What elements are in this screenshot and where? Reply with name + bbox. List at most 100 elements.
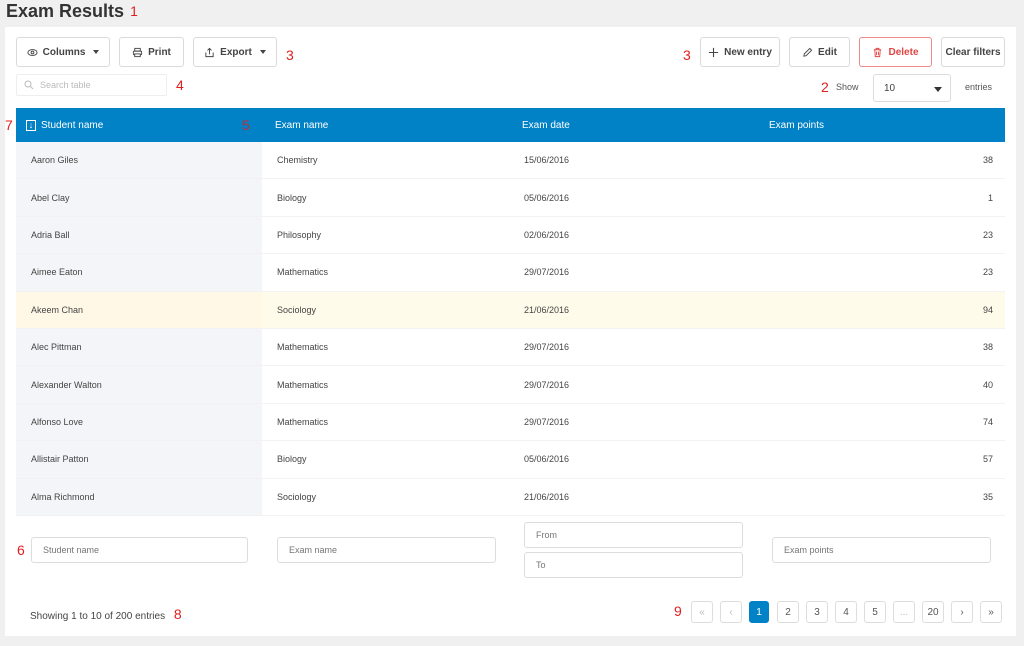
print-button[interactable]: Print (119, 37, 184, 67)
table-row[interactable]: Adria Ball Philosophy 02/06/2016 23 (16, 216, 1005, 255)
cell-exam-date: 29/07/2016 (524, 342, 570, 353)
column-header-label: Exam points (769, 119, 825, 131)
student-name-filter[interactable] (31, 537, 248, 563)
exam-results-card: Columns Print Export 3 3 New entry Edit … (5, 27, 1016, 636)
cell-student-name: Abel Clay (16, 179, 262, 216)
edit-button[interactable]: Edit (789, 37, 850, 67)
page-size-select[interactable]: 10 (873, 74, 951, 102)
page-button-1[interactable]: 1 (749, 601, 769, 623)
sort-down-icon[interactable]: ↓ (26, 119, 36, 131)
table-row[interactable]: Aaron Giles Chemistry 15/06/2016 38 (16, 142, 1005, 180)
last-page-button[interactable]: » (980, 601, 1002, 623)
table-row[interactable]: Alfonso Love Mathematics 29/07/2016 74 (16, 403, 1005, 442)
column-header-exam-points[interactable]: Exam points (769, 108, 824, 142)
annotation-marker: 4 (176, 77, 184, 93)
page-button-3[interactable]: 3 (806, 601, 828, 623)
entries-label: entries (965, 82, 993, 92)
pagination-ellipsis: ... (893, 601, 915, 623)
clear-filters-label: Clear filters (945, 46, 1001, 58)
cell-exam-points: 23 (982, 267, 993, 278)
next-page-button[interactable]: › (951, 601, 973, 623)
show-label: Show (836, 82, 859, 92)
new-entry-button[interactable]: New entry (700, 37, 780, 67)
table-row[interactable]: Alexander Walton Mathematics 29/07/2016 … (16, 366, 1005, 404)
cell-exam-name: Biology (277, 192, 307, 203)
column-header-label: Exam name (275, 119, 329, 131)
search-field[interactable] (16, 74, 167, 96)
table-body: Aaron Giles Chemistry 15/06/2016 38 Abel… (16, 142, 1005, 516)
table-row[interactable]: Alma Richmond Sociology 21/06/2016 35 (16, 478, 1005, 516)
new-entry-label: New entry (724, 46, 772, 58)
export-button[interactable]: Export (193, 37, 277, 67)
page-header: Exam Results 1 (6, 0, 138, 22)
table-row[interactable]: Aimee Eaton Mathematics 29/07/2016 23 (16, 254, 1005, 292)
chevron-down-icon (259, 50, 266, 54)
annotation-marker: 3 (286, 47, 294, 63)
cell-exam-points: 38 (982, 155, 993, 166)
page-button-20[interactable]: 20 (922, 601, 944, 623)
export-label: Export (220, 46, 252, 58)
exam-name-filter[interactable] (277, 537, 496, 563)
annotation-marker: 3 (683, 47, 691, 63)
column-header-exam-name[interactable]: Exam name (275, 108, 328, 142)
cell-exam-points: 23 (982, 229, 993, 240)
cell-exam-name: Chemistry (277, 155, 318, 166)
search-input[interactable] (40, 80, 150, 90)
trash-icon (874, 47, 882, 57)
exam-points-filter[interactable] (772, 537, 991, 563)
table-row-highlighted[interactable]: Akeem Chan Sociology 21/06/2016 94 (16, 291, 1005, 329)
cell-student-name: Aimee Eaton (16, 254, 262, 291)
table-header: ↓ Student name 5 Exam name Exam date Exa… (16, 108, 1005, 142)
page-button-5[interactable]: 5 (864, 601, 886, 623)
eye-icon (27, 48, 38, 56)
date-from-filter[interactable] (524, 522, 743, 548)
first-page-button[interactable]: « (691, 601, 713, 623)
columns-button[interactable]: Columns (16, 37, 110, 67)
cell-exam-date: 02/06/2016 (524, 229, 570, 240)
edit-label: Edit (818, 46, 837, 58)
clear-filters-button[interactable]: Clear filters (941, 37, 1005, 67)
cell-exam-points: 40 (982, 379, 993, 390)
cell-exam-date: 29/07/2016 (524, 416, 570, 427)
cell-student-name: Alma Richmond (16, 478, 262, 515)
cell-student-name: Alec Pittman (16, 328, 262, 366)
table-row[interactable]: Abel Clay Biology 05/06/2016 1 (16, 179, 1005, 217)
cell-exam-points: 38 (982, 342, 993, 353)
page-button-2[interactable]: 2 (777, 601, 799, 623)
delete-button[interactable]: Delete (859, 37, 932, 67)
cell-student-name: Adria Ball (16, 216, 262, 254)
cell-student-name: Alexander Walton (16, 366, 262, 403)
page-button-4[interactable]: 4 (835, 601, 857, 623)
cell-exam-name: Biology (277, 454, 307, 465)
cell-exam-points: 94 (982, 304, 993, 315)
cell-student-name: Alfonso Love (16, 403, 262, 441)
cell-exam-name: Sociology (277, 491, 317, 502)
cell-exam-name: Philosophy (277, 229, 322, 240)
annotation-marker: 5 (242, 117, 250, 133)
plus-icon (709, 47, 719, 57)
delete-label: Delete (888, 46, 919, 58)
annotation-marker: 8 (173, 606, 182, 622)
pencil-icon (803, 47, 813, 57)
cell-exam-name: Mathematics (277, 379, 329, 390)
column-header-label: Exam date (522, 119, 570, 131)
annotation-marker: 6 (17, 542, 25, 558)
chevron-down-icon (93, 50, 100, 54)
entries-summary: Showing 1 to 10 of 200 entries 8 (30, 606, 182, 622)
annotation-marker: 7 (5, 117, 13, 133)
search-icon (24, 80, 34, 90)
column-header-exam-date[interactable]: Exam date (522, 108, 570, 142)
cell-exam-points: 35 (982, 491, 993, 502)
cell-student-name: Aaron Giles (16, 142, 262, 179)
printer-icon (133, 47, 143, 57)
cell-exam-points: 57 (982, 454, 993, 465)
previous-page-button[interactable]: ‹ (720, 601, 742, 623)
column-header-student-name[interactable]: ↓ Student name (26, 108, 103, 142)
entries-summary-text: Showing 1 to 10 of 200 entries (30, 611, 166, 622)
table-row[interactable]: Alec Pittman Mathematics 29/07/2016 38 (16, 328, 1005, 367)
cell-exam-points: 74 (982, 416, 993, 427)
date-to-filter[interactable] (524, 552, 743, 578)
annotation-marker: 9 (674, 603, 682, 619)
table-row[interactable]: Allistair Patton Biology 05/06/2016 57 (16, 441, 1005, 479)
cell-exam-date: 29/07/2016 (524, 379, 570, 390)
